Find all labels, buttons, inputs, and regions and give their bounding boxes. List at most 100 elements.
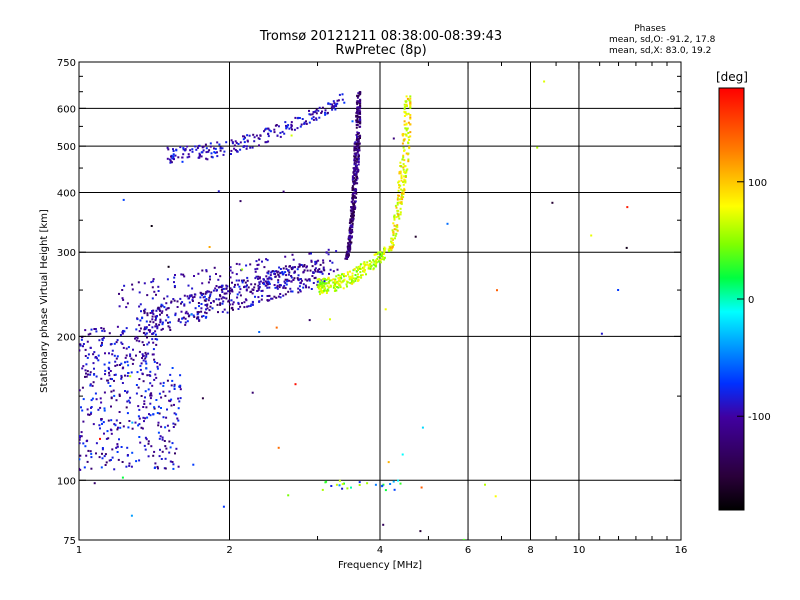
data-point	[238, 279, 241, 282]
data-point	[408, 146, 411, 149]
data-point	[173, 158, 175, 161]
data-point	[401, 134, 404, 137]
data-point	[310, 117, 313, 120]
data-point	[316, 286, 319, 289]
data-point	[92, 353, 95, 356]
data-point	[302, 270, 305, 273]
data-point	[101, 341, 103, 344]
data-point	[84, 348, 87, 351]
data-point	[152, 280, 155, 283]
data-point	[80, 406, 82, 409]
data-point	[151, 338, 154, 341]
data-point	[223, 292, 226, 295]
data-point	[323, 289, 325, 292]
data-point	[229, 276, 232, 279]
data-point	[87, 449, 90, 452]
data-point	[261, 289, 264, 292]
data-point	[396, 201, 399, 204]
data-point	[157, 424, 160, 427]
data-point	[118, 438, 120, 441]
data-point	[87, 353, 90, 356]
data-point	[332, 281, 335, 284]
data-point	[158, 308, 161, 311]
data-point	[275, 296, 278, 299]
data-point	[204, 292, 207, 295]
data-point	[143, 309, 145, 312]
data-point	[282, 190, 285, 193]
data-point	[110, 459, 112, 461]
data-point	[290, 134, 293, 137]
data-point	[157, 405, 160, 408]
data-point	[399, 170, 402, 173]
data-point	[303, 265, 306, 268]
data-point	[356, 96, 359, 99]
data-point	[337, 99, 340, 102]
colorbar-label: [deg]	[716, 70, 748, 84]
data-point	[297, 287, 300, 290]
data-point	[307, 286, 310, 289]
data-point	[79, 389, 81, 392]
data-point	[139, 364, 142, 367]
data-point	[372, 263, 375, 266]
data-point	[366, 261, 369, 264]
data-point	[101, 457, 104, 460]
data-point	[333, 105, 336, 108]
data-point	[120, 374, 123, 377]
data-point	[378, 260, 381, 263]
data-point	[217, 190, 220, 193]
data-point	[184, 148, 187, 151]
data-point	[105, 437, 108, 440]
data-point	[365, 273, 367, 276]
data-point	[551, 201, 554, 204]
data-point	[297, 116, 300, 119]
data-point	[409, 131, 412, 134]
data-point	[186, 312, 189, 315]
data-point	[109, 385, 112, 387]
data-point	[170, 404, 173, 407]
data-point	[197, 156, 200, 159]
data-point	[94, 328, 97, 330]
data-point	[207, 281, 210, 284]
data-point	[179, 374, 182, 377]
data-point	[168, 451, 171, 454]
data-point	[121, 331, 124, 334]
data-point	[337, 274, 340, 277]
data-point	[102, 327, 105, 330]
data-point	[351, 224, 353, 227]
data-point	[409, 101, 412, 104]
data-point	[349, 219, 352, 222]
data-point	[332, 286, 335, 289]
data-point	[90, 399, 93, 402]
data-point	[152, 353, 155, 356]
data-point	[296, 127, 299, 130]
data-point	[400, 188, 403, 191]
data-point	[398, 186, 401, 189]
data-point	[409, 114, 412, 116]
data-point	[408, 139, 411, 141]
data-point	[190, 294, 193, 297]
data-point	[100, 466, 103, 469]
data-point	[219, 275, 222, 278]
data-point	[355, 196, 357, 199]
data-point	[298, 263, 301, 266]
data-point	[117, 458, 120, 461]
data-point	[379, 261, 382, 264]
data-point	[171, 379, 174, 382]
data-point	[205, 269, 208, 272]
data-point	[336, 281, 339, 284]
data-point	[320, 112, 323, 114]
data-point	[356, 112, 359, 115]
data-point	[261, 260, 263, 263]
data-point	[186, 295, 189, 298]
data-point	[334, 285, 337, 288]
data-point	[290, 275, 293, 277]
data-point	[182, 316, 185, 319]
data-point	[172, 156, 175, 159]
data-point	[103, 409, 106, 412]
data-point	[395, 206, 398, 209]
data-point	[361, 274, 364, 276]
data-point	[292, 278, 295, 281]
data-point	[355, 126, 358, 129]
data-point	[206, 290, 209, 293]
